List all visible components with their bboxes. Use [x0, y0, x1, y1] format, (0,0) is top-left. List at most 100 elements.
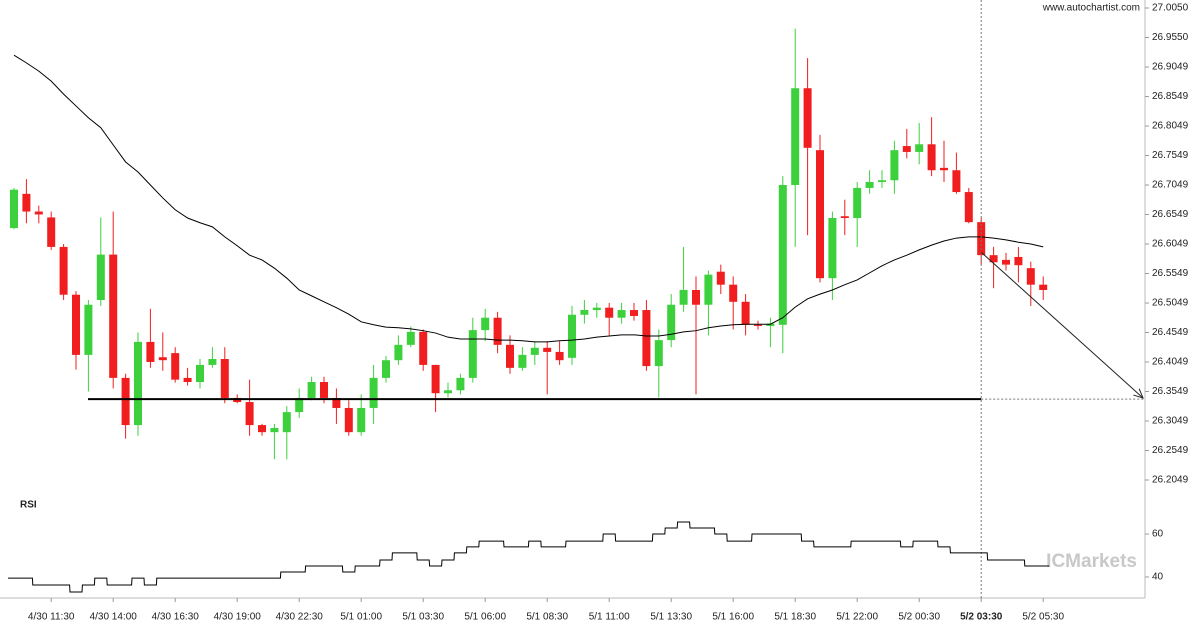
candle-body: [853, 187, 862, 219]
candle-body: [803, 88, 812, 148]
moving-average: [13, 54, 1044, 343]
candle-body: [865, 182, 874, 188]
arrow-head: [1133, 388, 1144, 399]
x-tick-label: 5/1 03:30: [402, 612, 444, 623]
candle-body: [778, 184, 787, 325]
x-tick-label: 5/1 16:00: [712, 612, 754, 623]
candle-body: [59, 246, 68, 295]
rsi-tick-label: 40: [1152, 572, 1164, 583]
candle-body: [704, 274, 713, 305]
candle-body: [406, 331, 415, 345]
candle-body: [493, 317, 502, 345]
candle-body: [431, 364, 440, 394]
candle-body: [382, 360, 390, 378]
candle-body: [766, 323, 775, 326]
candle-body: [543, 347, 552, 352]
candle-body: [332, 397, 341, 408]
watermark: ICMarkets: [1046, 551, 1137, 572]
candle-body: [419, 331, 428, 365]
candle-body: [828, 218, 837, 279]
candle-body: [816, 150, 824, 279]
forecast-arrow: [980, 251, 1144, 399]
candle-body: [196, 364, 204, 383]
x-tick-label: 5/2 00:30: [898, 612, 940, 623]
candle-body: [344, 407, 353, 433]
candle-body: [456, 377, 465, 391]
candle-body: [654, 340, 663, 367]
candle-body: [791, 88, 800, 185]
candle-body: [72, 294, 80, 355]
candle-body: [258, 425, 266, 433]
y-tick-label: 26.9049: [1152, 62, 1189, 73]
candle-body: [630, 310, 638, 316]
candle-body: [481, 317, 490, 331]
candle-body: [605, 307, 614, 318]
candle-body: [679, 289, 688, 305]
y-tick-label: 26.3049: [1152, 416, 1189, 427]
candle-body: [10, 189, 18, 229]
candle-body: [1026, 268, 1035, 285]
candle-body: [47, 217, 56, 247]
candle-body: [158, 357, 167, 361]
candle-body: [109, 254, 118, 378]
candle-body: [692, 289, 700, 305]
rsi-tick-label: 60: [1152, 529, 1164, 540]
y-tick-label: 26.7549: [1152, 150, 1189, 161]
x-tick-label: 4/30 14:00: [90, 612, 138, 623]
y-tick-label: 26.8049: [1152, 121, 1189, 132]
candle-body: [617, 310, 626, 318]
candle-body: [518, 354, 527, 368]
candle-body: [96, 254, 105, 301]
candle-body: [34, 211, 43, 215]
candle-body: [394, 344, 403, 361]
candle-body: [320, 382, 328, 398]
candle-body: [506, 344, 514, 368]
candle-body: [840, 216, 849, 219]
candle-body: [1039, 284, 1048, 290]
x-tick-label: 5/1 01:00: [340, 612, 382, 623]
x-tick-label: 5/1 22:00: [836, 612, 878, 623]
candle-body: [1014, 256, 1023, 266]
candle-body: [977, 222, 986, 256]
candle-body: [183, 377, 192, 383]
candle-body: [580, 310, 589, 315]
y-tick-label: 26.8549: [1152, 91, 1189, 102]
y-tick-label: 27.0050: [1152, 3, 1189, 14]
y-tick-label: 26.3549: [1152, 386, 1189, 397]
candle-body: [940, 167, 948, 171]
x-tick-label: 5/1 06:00: [464, 612, 506, 623]
candle-body: [357, 407, 366, 433]
candle-body: [667, 304, 676, 341]
candle-body: [754, 324, 762, 326]
x-tick-label: 4/30 11:30: [28, 612, 75, 623]
candle-body: [592, 307, 601, 311]
candle-body: [369, 377, 378, 408]
candle-body: [729, 284, 738, 302]
candle-body: [245, 402, 254, 426]
candle-body: [468, 330, 477, 378]
x-tick-label: 5/1 11:00: [589, 612, 630, 623]
candle-body: [902, 146, 911, 152]
candle-body: [741, 301, 750, 325]
candle-body: [121, 377, 130, 426]
candle-body: [270, 428, 279, 433]
candle-body: [890, 150, 899, 181]
rsi-line: [8, 521, 1050, 593]
y-tick-label: 26.5049: [1152, 298, 1189, 309]
candle-body: [295, 397, 304, 413]
candle-body: [989, 255, 998, 263]
candle-body: [22, 193, 31, 212]
y-tick-label: 26.4549: [1152, 327, 1189, 338]
candle-body: [716, 271, 725, 285]
candle-body: [307, 382, 316, 398]
x-tick-label: 4/30 19:00: [214, 612, 262, 623]
candle-body: [1002, 259, 1010, 265]
candle-body: [555, 351, 564, 361]
candle-body: [964, 192, 973, 223]
x-tick-label: 5/2 03:30: [960, 612, 1003, 623]
candle-body: [208, 359, 217, 365]
candle-body: [220, 359, 229, 398]
source: www.autochartist.com: [1042, 3, 1140, 14]
